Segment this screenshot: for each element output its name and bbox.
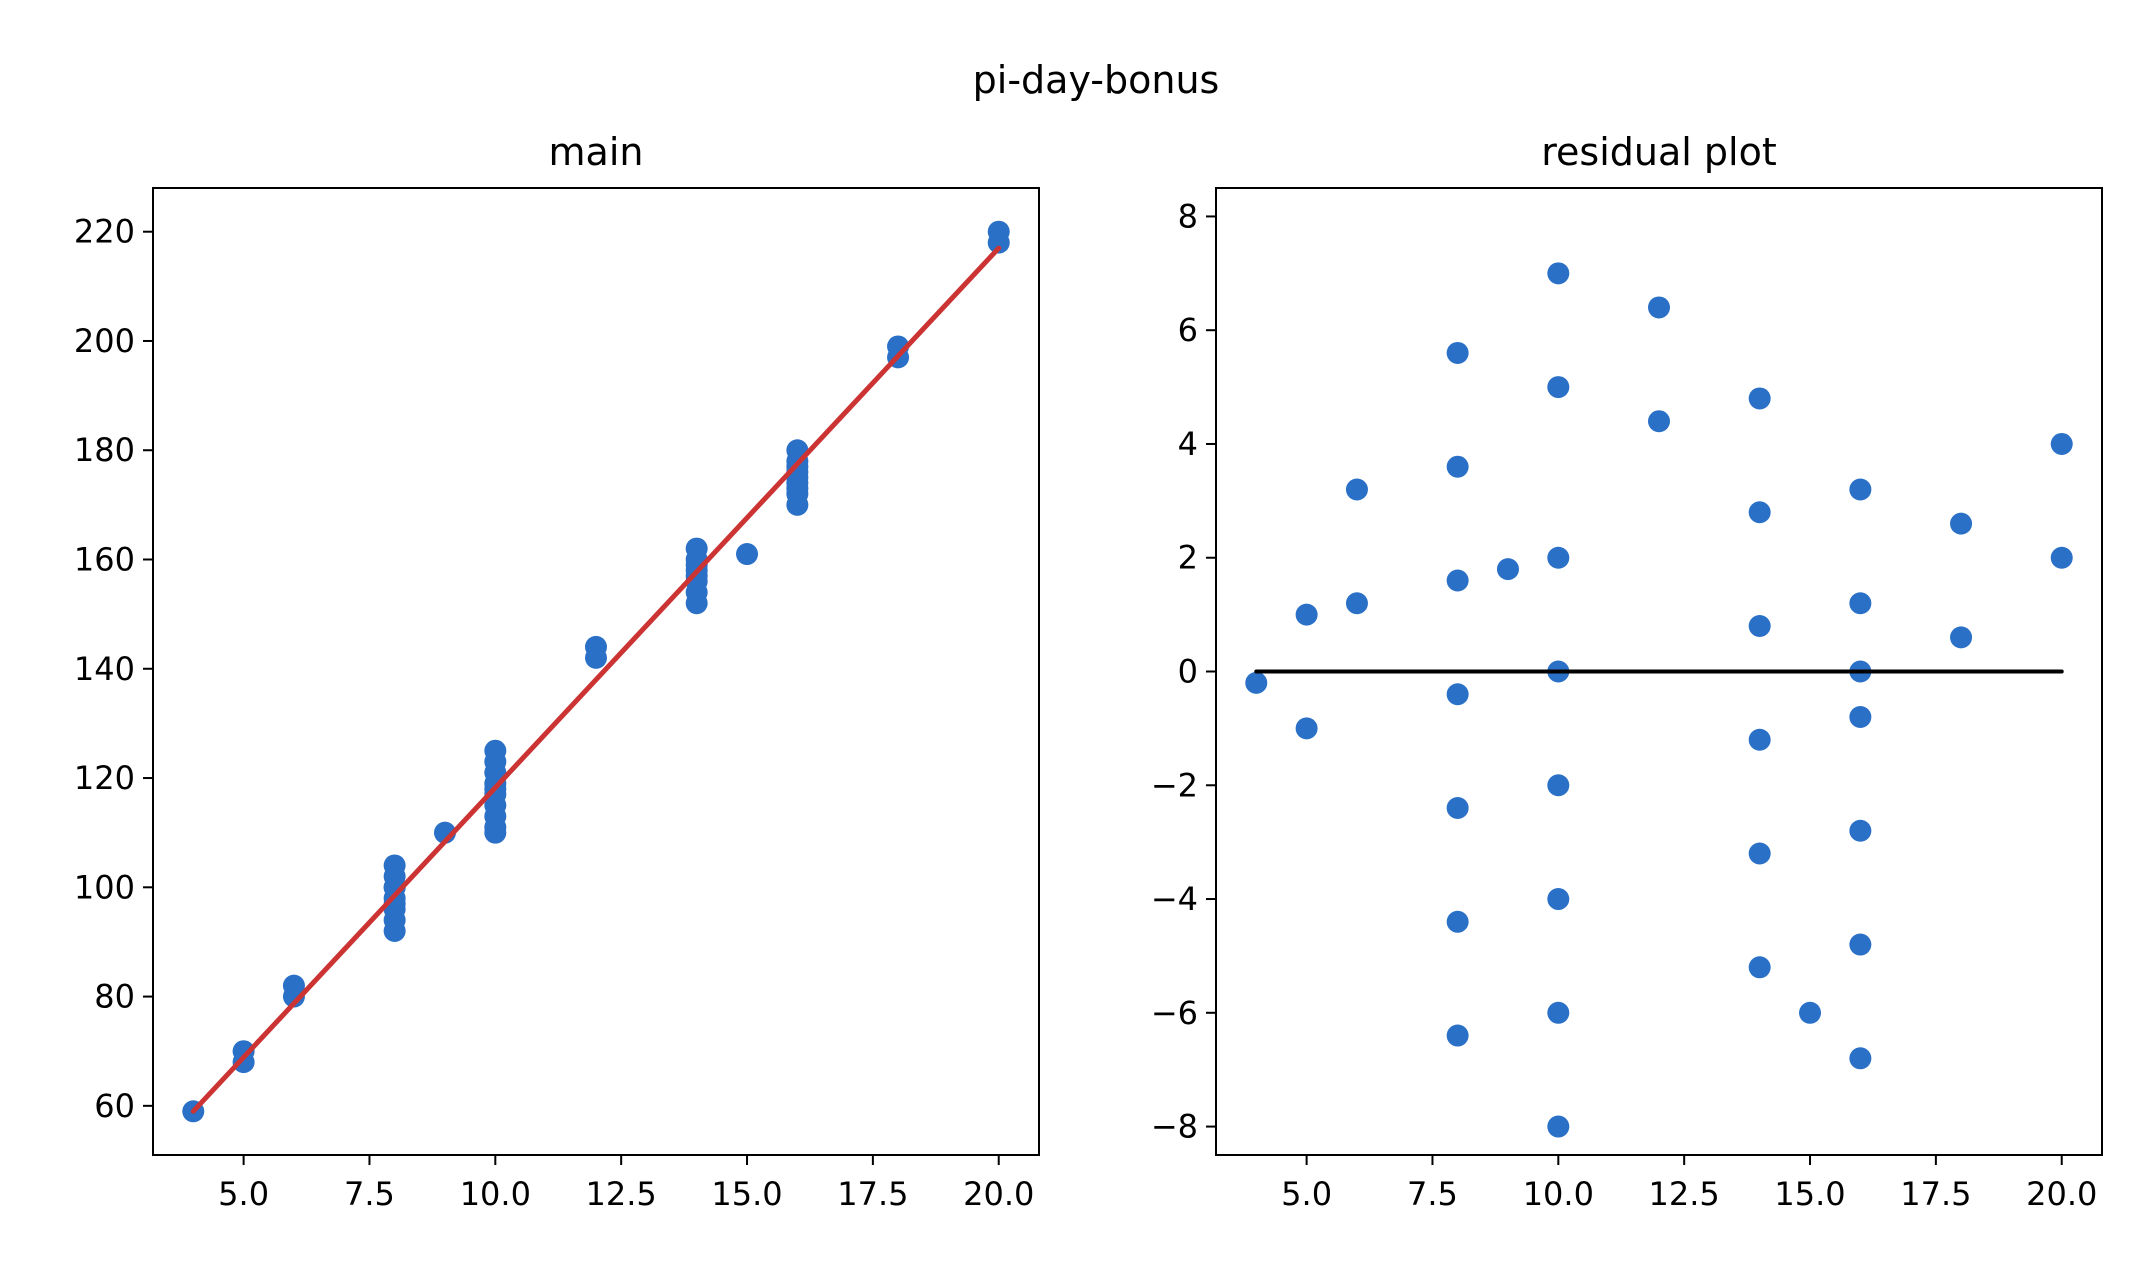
main-data-point xyxy=(987,231,1010,254)
residual-data-point xyxy=(1446,683,1469,706)
residual-data-point xyxy=(1648,410,1670,433)
main-y-tick-label: 100 xyxy=(74,868,135,906)
residual-data-point xyxy=(1345,592,1368,615)
residual-data-point xyxy=(1446,569,1469,592)
main-data-point xyxy=(232,1051,255,1074)
residual-data-point xyxy=(1849,819,1872,842)
residual-y-tick-label: 6 xyxy=(1178,311,1198,349)
residual-data-point xyxy=(2050,546,2073,569)
residual-x-tick-label: 10.0 xyxy=(1523,1175,1594,1213)
residual-data-point xyxy=(1446,797,1469,820)
residual-y-tick-label: 0 xyxy=(1178,653,1198,691)
residual-y-tick-label: 4 xyxy=(1178,425,1198,463)
main-y-tick-label: 80 xyxy=(94,978,135,1016)
residual-data-point xyxy=(1748,728,1771,751)
residual-data-point xyxy=(1345,478,1368,501)
residual-y-tick-label: −8 xyxy=(1151,1108,1198,1146)
residual-x-tick-label: 15.0 xyxy=(1774,1175,1845,1213)
residual-panel-title: residual plot xyxy=(1541,130,1776,174)
residual-data-point xyxy=(1547,1115,1570,1138)
main-axes-frame xyxy=(152,187,1040,1156)
residual-x-tick-label: 20.0 xyxy=(2026,1175,2097,1213)
residual-data-point xyxy=(1446,910,1469,933)
residual-data-point xyxy=(1547,262,1570,285)
figure-title: pi-day-bonus xyxy=(973,58,1220,102)
residual-data-point xyxy=(1849,1047,1872,1070)
main-y-tick-label: 200 xyxy=(74,322,135,360)
main-data-point xyxy=(383,920,406,943)
residual-data-point xyxy=(1295,603,1318,626)
residual-data-point xyxy=(1849,478,1872,501)
main-x-tick-label: 20.0 xyxy=(963,1175,1034,1213)
main-x-tick-label: 15.0 xyxy=(711,1175,782,1213)
main-x-tick-label: 5.0 xyxy=(218,1175,269,1213)
main-data-point xyxy=(585,646,607,669)
residual-data-point xyxy=(2050,432,2073,455)
residual-data-point xyxy=(1950,626,1973,649)
main-y-tick-label: 180 xyxy=(74,431,135,469)
main-y-tick-label: 160 xyxy=(74,541,135,579)
residual-data-point xyxy=(1748,842,1771,865)
main-y-tick-label: 60 xyxy=(94,1087,135,1125)
residual-data-point xyxy=(1748,956,1771,979)
residual-y-tick-label: −6 xyxy=(1151,994,1198,1032)
residual-y-tick-label: 8 xyxy=(1178,197,1198,235)
residual-data-point xyxy=(1748,614,1771,637)
main-data-point xyxy=(282,985,305,1008)
residual-data-point xyxy=(1849,592,1872,615)
main-data-point xyxy=(786,493,809,516)
main-y-tick-label: 220 xyxy=(74,213,135,251)
residual-y-tick-label: 2 xyxy=(1178,539,1198,577)
main-y-tick-label: 120 xyxy=(74,759,135,797)
residual-data-point xyxy=(1950,512,1973,535)
residual-data-point xyxy=(1799,1001,1822,1024)
main-y-tick-label: 140 xyxy=(74,650,135,688)
residual-y-tick-label: −2 xyxy=(1151,766,1198,804)
main-data-point xyxy=(685,553,708,576)
residual-data-point xyxy=(1446,455,1469,478)
main-x-tick-label: 10.0 xyxy=(460,1175,531,1213)
residual-data-point xyxy=(1547,376,1570,399)
residual-data-point xyxy=(1446,1024,1469,1047)
main-panel-title: main xyxy=(549,130,644,174)
residual-data-point xyxy=(1245,671,1268,694)
main-data-point xyxy=(685,592,708,615)
residual-data-point xyxy=(1547,774,1570,797)
residual-data-point xyxy=(1446,341,1469,364)
main-fit-line xyxy=(190,245,1002,1114)
residual-data-point xyxy=(1547,1001,1570,1024)
main-data-point xyxy=(786,477,809,500)
residual-data-point xyxy=(1547,546,1570,569)
residual-data-point xyxy=(1295,717,1318,740)
main-panel: main 5.0 7.5 10.0 12.5 15.0 17.5 20.0 60 80 100 12… xyxy=(74,130,1040,1213)
residual-data-point xyxy=(1849,706,1872,729)
residual-data-point xyxy=(1748,387,1771,410)
main-x-tick-label: 17.5 xyxy=(837,1175,908,1213)
residual-x-tick-label: 17.5 xyxy=(1900,1175,1971,1213)
residual-data-point xyxy=(1849,933,1872,956)
residual-y-tick-label: −4 xyxy=(1151,880,1198,918)
main-x-tick-label: 12.5 xyxy=(586,1175,657,1213)
residual-data-point xyxy=(1496,558,1519,581)
residual-x-tick-label: 12.5 xyxy=(1649,1175,1720,1213)
main-data-point xyxy=(736,543,759,566)
residual-data-point xyxy=(1748,501,1771,524)
residual-panel: residual plot 5.0 7.5 10.0 12.5 15.0 17.5 20.0… xyxy=(1151,130,2103,1213)
residual-x-tick-label: 5.0 xyxy=(1281,1175,1332,1213)
residual-data-point xyxy=(1648,296,1670,319)
residual-x-tick-label: 7.5 xyxy=(1407,1175,1458,1213)
residual-data-point xyxy=(1547,888,1570,911)
main-x-tick-label: 7.5 xyxy=(344,1175,395,1213)
main-data-point xyxy=(484,821,507,844)
